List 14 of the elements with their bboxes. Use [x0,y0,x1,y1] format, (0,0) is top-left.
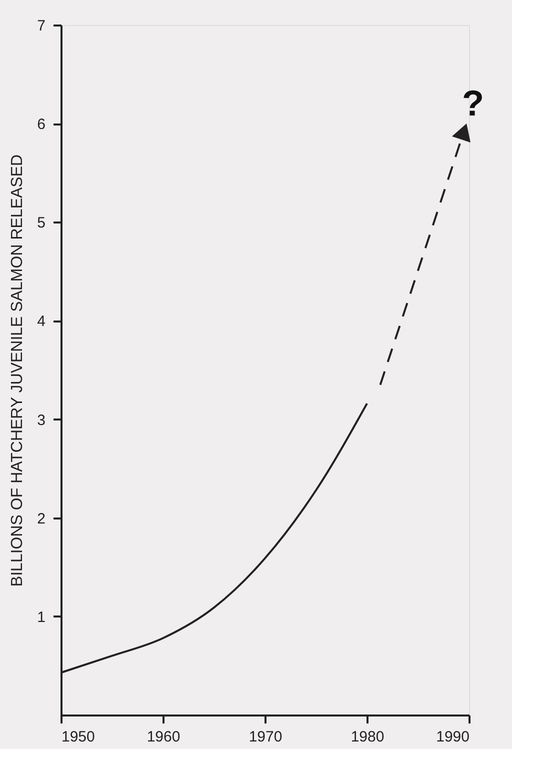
y-tick-label: 4 [37,313,46,330]
y-tick-label: 3 [37,412,46,429]
x-tick-label: 1960 [146,728,180,746]
x-tick-label: 1990 [436,728,470,746]
y-tick-label: 2 [37,510,46,528]
y-tick-label: 6 [37,116,46,134]
y-tick-label: 1 [37,608,46,626]
y-tick-label: 7 [37,18,46,34]
x-tick-label: 1980 [350,728,384,746]
x-tick-label: 1970 [248,728,282,746]
y-tick-label: 5 [37,214,46,232]
y-axis-title: BILLIONS OF HATCHERY JUVENILE SALMON RELEASED [9,154,26,587]
x-tick-label: 1950 [62,728,95,746]
annotation: ? [462,82,484,124]
